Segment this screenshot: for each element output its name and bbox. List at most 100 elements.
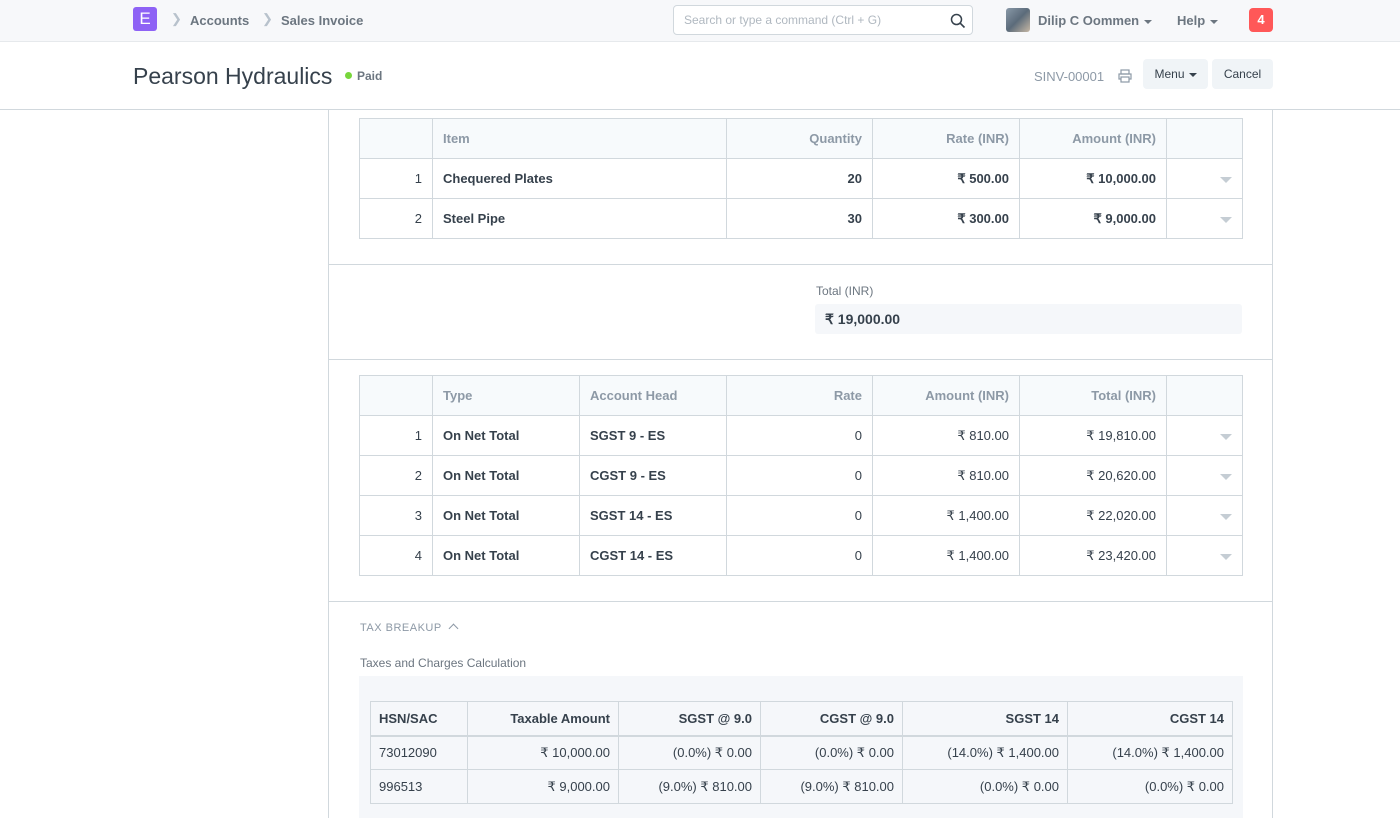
table-row[interactable]: 2 Steel Pipe 30 ₹ 300.00 ₹ 9,000.00: [359, 198, 1243, 239]
type-cell[interactable]: On Net Total: [432, 455, 580, 496]
hsn-cell: 73012090: [370, 735, 468, 770]
section-divider: [329, 359, 1272, 360]
user-name-label: Dilip C Oommen: [1038, 13, 1140, 28]
user-menu[interactable]: Dilip C Oommen: [1038, 13, 1153, 28]
amount-cell: ₹ 810.00: [872, 415, 1020, 456]
caret-down-icon[interactable]: [1220, 474, 1232, 480]
column-header-amount[interactable]: Amount (INR): [1019, 118, 1167, 159]
account-head-cell[interactable]: CGST 9 - ES: [579, 455, 727, 496]
amount-cell: ₹ 810.00: [872, 455, 1020, 496]
amount-cell: ₹ 10,000.00: [1019, 158, 1167, 199]
table-header-row: Item Quantity Rate (INR) Amount (INR): [359, 118, 1243, 159]
row-index: 1: [359, 158, 433, 199]
rate-cell[interactable]: ₹ 300.00: [872, 198, 1020, 239]
rate-cell[interactable]: 0: [726, 415, 873, 456]
search-icon[interactable]: [950, 13, 966, 29]
total-label: Total (INR): [816, 284, 874, 298]
section-divider: [329, 601, 1272, 602]
notification-badge[interactable]: 4: [1249, 8, 1273, 32]
chevron-right-icon: ❯: [262, 11, 273, 26]
tax-breakup-toggle[interactable]: TAX BREAKUP: [360, 622, 459, 634]
row-actions[interactable]: [1166, 198, 1243, 239]
table-row[interactable]: 2 On Net Total CGST 9 - ES 0 ₹ 810.00 ₹ …: [359, 455, 1243, 496]
column-header-sgst-14: SGST 14: [902, 701, 1068, 737]
help-menu[interactable]: Help: [1177, 13, 1219, 28]
column-header-type[interactable]: Type: [432, 375, 580, 416]
cancel-button[interactable]: Cancel: [1212, 59, 1273, 89]
total-cell: ₹ 22,020.00: [1019, 495, 1167, 536]
caret-down-icon: [1144, 19, 1153, 24]
row-actions[interactable]: [1166, 158, 1243, 199]
account-head-cell[interactable]: SGST 14 - ES: [579, 495, 727, 536]
account-head-cell[interactable]: SGST 9 - ES: [579, 415, 727, 456]
breadcrumb-accounts[interactable]: Accounts: [190, 13, 250, 28]
type-cell[interactable]: On Net Total: [432, 535, 580, 576]
tax-breakup-panel: HSN/SAC Taxable Amount SGST @ 9.0 CGST @…: [359, 676, 1243, 818]
rate-cell[interactable]: 0: [726, 535, 873, 576]
search-input[interactable]: [674, 6, 934, 34]
chevron-right-icon: ❯: [171, 11, 182, 26]
form-body: Item Quantity Rate (INR) Amount (INR) 1 …: [328, 110, 1273, 818]
account-head-cell[interactable]: CGST 14 - ES: [579, 535, 727, 576]
row-index: 4: [359, 535, 433, 576]
taxable-amount-cell: ₹ 9,000.00: [467, 769, 619, 804]
user-avatar[interactable]: [1006, 8, 1030, 32]
row-actions[interactable]: [1166, 495, 1243, 536]
tax-breakup-title: TAX BREAKUP: [360, 622, 442, 634]
cgst-14-cell: (14.0%) ₹ 1,400.00: [1067, 735, 1233, 770]
row-actions[interactable]: [1166, 455, 1243, 496]
app-logo[interactable]: E: [133, 7, 157, 31]
sgst-9-cell: (0.0%) ₹ 0.00: [618, 735, 761, 770]
table-row[interactable]: 1 Chequered Plates 20 ₹ 500.00 ₹ 10,000.…: [359, 158, 1243, 199]
column-header-item[interactable]: Item: [432, 118, 727, 159]
table-row: 73012090 ₹ 10,000.00 (0.0%) ₹ 0.00 (0.0%…: [370, 735, 1233, 770]
column-header-sgst-9: SGST @ 9.0: [618, 701, 761, 737]
column-header-total[interactable]: Total (INR): [1019, 375, 1167, 416]
table-row[interactable]: 1 On Net Total SGST 9 - ES 0 ₹ 810.00 ₹ …: [359, 415, 1243, 456]
rate-cell[interactable]: ₹ 500.00: [872, 158, 1020, 199]
total-cell: ₹ 19,810.00: [1019, 415, 1167, 456]
caret-down-icon[interactable]: [1220, 177, 1232, 183]
breadcrumb-sales-invoice[interactable]: Sales Invoice: [281, 13, 364, 28]
quantity-cell[interactable]: 20: [726, 158, 873, 199]
rate-cell[interactable]: 0: [726, 495, 873, 536]
hsn-cell: 996513: [370, 769, 468, 804]
row-index: 1: [359, 415, 433, 456]
table-row[interactable]: 3 On Net Total SGST 14 - ES 0 ₹ 1,400.00…: [359, 495, 1243, 536]
table-row: 996513 ₹ 9,000.00 (9.0%) ₹ 810.00 (9.0%)…: [370, 769, 1233, 804]
column-header-cgst-14: CGST 14: [1067, 701, 1233, 737]
item-cell[interactable]: Chequered Plates: [432, 158, 727, 199]
row-actions[interactable]: [1166, 415, 1243, 456]
amount-cell: ₹ 9,000.00: [1019, 198, 1167, 239]
column-header-amount[interactable]: Amount (INR): [872, 375, 1020, 416]
taxes-table: Type Account Head Rate Amount (INR) Tota…: [359, 375, 1243, 576]
caret-down-icon[interactable]: [1220, 554, 1232, 560]
caret-down-icon[interactable]: [1220, 217, 1232, 223]
document-id: SINV-00001: [1034, 69, 1105, 84]
column-header-rate[interactable]: Rate: [726, 375, 873, 416]
row-actions[interactable]: [1166, 535, 1243, 576]
chevron-up-icon[interactable]: [448, 623, 459, 634]
total-cell: ₹ 20,620.00: [1019, 455, 1167, 496]
item-cell[interactable]: Steel Pipe: [432, 198, 727, 239]
status-label: Paid: [357, 69, 383, 83]
cgst-14-cell: (0.0%) ₹ 0.00: [1067, 769, 1233, 804]
type-cell[interactable]: On Net Total: [432, 415, 580, 456]
type-cell[interactable]: On Net Total: [432, 495, 580, 536]
total-cell: ₹ 23,420.00: [1019, 535, 1167, 576]
column-header-account-head[interactable]: Account Head: [579, 375, 727, 416]
column-header-quantity[interactable]: Quantity: [726, 118, 873, 159]
status-indicator: Paid: [345, 69, 382, 83]
sgst-14-cell: (14.0%) ₹ 1,400.00: [902, 735, 1068, 770]
column-header-rate[interactable]: Rate (INR): [872, 118, 1020, 159]
help-label: Help: [1177, 13, 1206, 28]
caret-down-icon[interactable]: [1220, 514, 1232, 520]
print-icon[interactable]: [1118, 69, 1132, 83]
rate-cell[interactable]: 0: [726, 455, 873, 496]
table-row[interactable]: 4 On Net Total CGST 14 - ES 0 ₹ 1,400.00…: [359, 535, 1243, 576]
quantity-cell[interactable]: 30: [726, 198, 873, 239]
menu-button[interactable]: Menu: [1143, 59, 1208, 89]
cgst-9-cell: (9.0%) ₹ 810.00: [760, 769, 903, 804]
column-header-cgst-9: CGST @ 9.0: [760, 701, 903, 737]
caret-down-icon[interactable]: [1220, 434, 1232, 440]
